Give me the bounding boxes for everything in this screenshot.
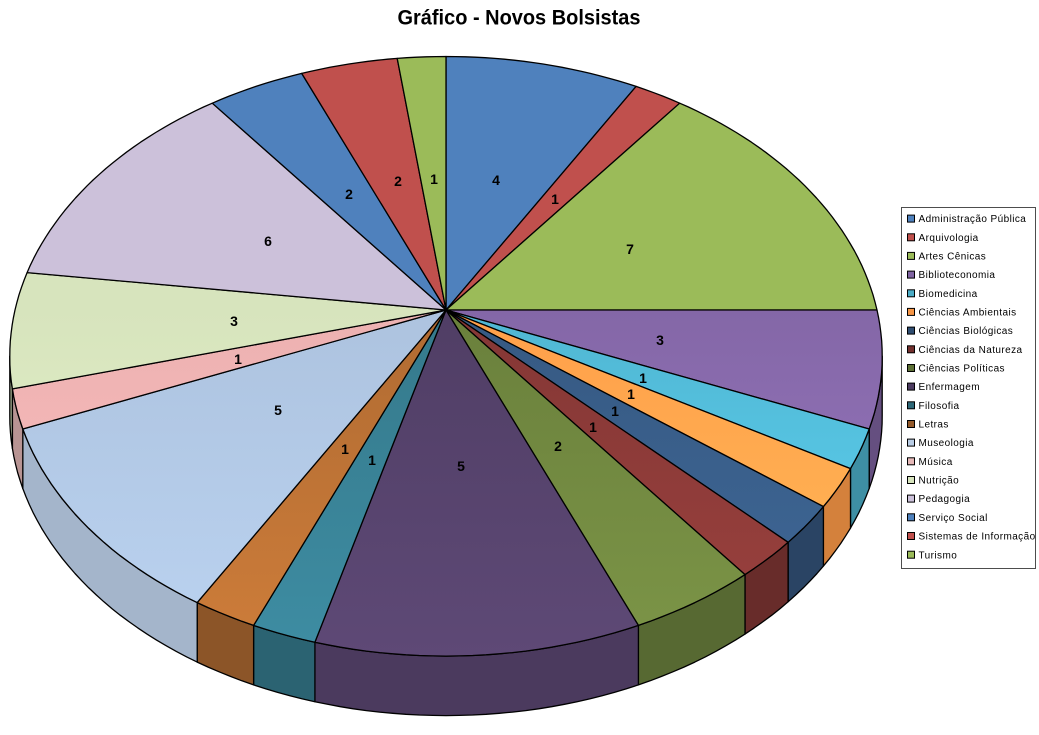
svg-text:Biblioteconomia: Biblioteconomia bbox=[919, 270, 996, 281]
svg-text:Turismo: Turismo bbox=[919, 550, 958, 561]
svg-text:Arquivologia: Arquivologia bbox=[919, 233, 979, 244]
svg-text:1: 1 bbox=[589, 419, 597, 435]
svg-text:Nutrição: Nutrição bbox=[919, 476, 960, 487]
svg-text:3: 3 bbox=[656, 332, 664, 348]
svg-text:Administração Pública: Administração Pública bbox=[919, 214, 1027, 225]
svg-text:Música: Música bbox=[919, 457, 953, 468]
svg-text:Filosofia: Filosofia bbox=[919, 401, 960, 412]
svg-text:Enfermagem: Enfermagem bbox=[919, 382, 980, 393]
svg-text:Sistemas de Informação: Sistemas de Informação bbox=[919, 532, 1036, 543]
svg-text:1: 1 bbox=[639, 370, 647, 386]
svg-text:4: 4 bbox=[492, 172, 500, 188]
svg-text:1: 1 bbox=[551, 191, 559, 207]
svg-text:Ciências da Natureza: Ciências da Natureza bbox=[919, 345, 1023, 356]
svg-text:1: 1 bbox=[430, 171, 438, 187]
svg-text:Serviço Social: Serviço Social bbox=[919, 513, 988, 524]
svg-text:5: 5 bbox=[457, 458, 465, 474]
svg-text:2: 2 bbox=[345, 186, 353, 202]
svg-text:Letras: Letras bbox=[919, 420, 949, 431]
svg-text:Ciências Ambientais: Ciências Ambientais bbox=[919, 308, 1017, 319]
svg-text:2: 2 bbox=[394, 173, 402, 189]
svg-text:1: 1 bbox=[368, 452, 376, 468]
svg-text:Ciências Biológicas: Ciências Biológicas bbox=[919, 326, 1014, 337]
svg-text:Biomedicina: Biomedicina bbox=[919, 289, 978, 300]
svg-text:Pedagogia: Pedagogia bbox=[919, 494, 971, 505]
svg-text:Ciências Políticas: Ciências Políticas bbox=[919, 364, 1005, 375]
svg-text:1: 1 bbox=[611, 403, 619, 419]
svg-text:5: 5 bbox=[274, 402, 282, 418]
svg-text:1: 1 bbox=[341, 441, 349, 457]
svg-text:3: 3 bbox=[230, 313, 238, 329]
svg-text:2: 2 bbox=[554, 438, 562, 454]
svg-text:Gráfico - Novos Bolsistas: Gráfico - Novos Bolsistas bbox=[398, 7, 641, 30]
svg-text:1: 1 bbox=[627, 386, 635, 402]
svg-text:Museologia: Museologia bbox=[919, 438, 974, 449]
svg-text:7: 7 bbox=[626, 241, 634, 257]
svg-text:6: 6 bbox=[264, 233, 272, 249]
svg-text:1: 1 bbox=[234, 351, 242, 367]
svg-text:Artes Cênicas: Artes Cênicas bbox=[919, 252, 987, 263]
